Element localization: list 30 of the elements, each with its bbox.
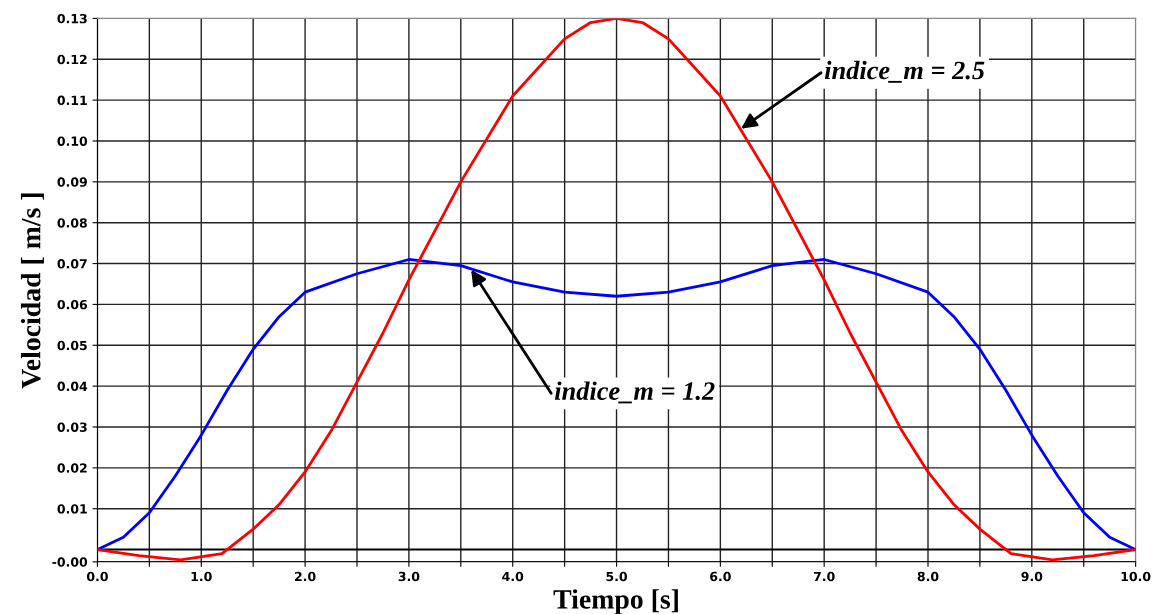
y-tick-label: 0.01 xyxy=(57,504,87,514)
y-tick-label: 0.09 xyxy=(57,177,87,187)
y-tick-label: 0.05 xyxy=(57,340,87,351)
x-tick-label: 4.0 xyxy=(502,571,524,582)
y-tick-label: 0.11 xyxy=(57,95,87,106)
x-tick-label: 1.0 xyxy=(191,571,212,582)
y-axis-title: Velocidad [ m/s ] xyxy=(20,193,44,389)
annotation: indice_m = 2.5 xyxy=(824,60,985,83)
y-tick-label: 0.06 xyxy=(57,299,88,310)
x-tick-label: 5.0 xyxy=(606,571,628,582)
annotation: indice_m = 1.2 xyxy=(554,381,715,404)
y-tick-label: 0.03 xyxy=(57,422,87,432)
x-axis-title: Tiempo [s] xyxy=(553,589,678,614)
x-tick-label: 2.0 xyxy=(295,571,316,582)
x-tick-label: 8.0 xyxy=(917,571,939,582)
y-tick-label: 0.13 xyxy=(57,13,87,24)
x-tick-label: 3.0 xyxy=(398,571,420,582)
y-tick-label: -0.00 xyxy=(52,557,88,567)
y-tick-label: 0.12 xyxy=(57,54,87,65)
x-tick-label: 0.0 xyxy=(86,571,108,582)
y-tick-label: 0.10 xyxy=(57,136,88,146)
y-tick-label: 0.02 xyxy=(57,463,87,473)
y-tick-label: 0.04 xyxy=(57,381,88,392)
x-tick-label: 10.0 xyxy=(1121,571,1151,582)
x-tick-label: 9.0 xyxy=(1021,571,1043,582)
x-tick-label: 6.0 xyxy=(710,571,731,582)
x-tick-label: 7.0 xyxy=(813,571,835,582)
y-tick-label: 0.07 xyxy=(57,259,87,269)
line-series xyxy=(97,258,1136,551)
y-tick-label: 0.08 xyxy=(57,218,87,228)
